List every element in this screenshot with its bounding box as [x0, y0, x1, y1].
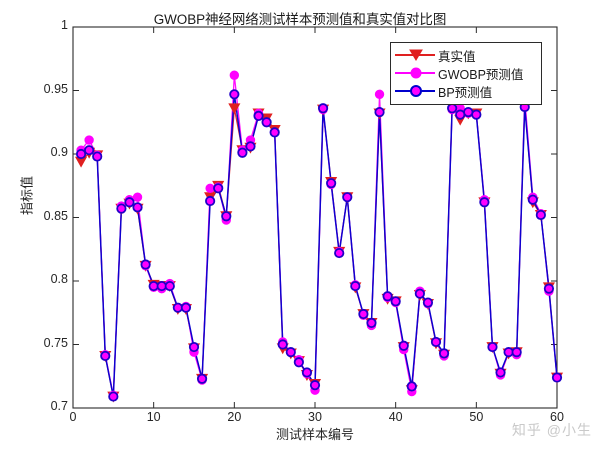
triangle-down-icon [409, 49, 423, 61]
data-point-marker [285, 347, 296, 358]
data-point-marker [188, 341, 200, 353]
x-tick-label: 60 [550, 410, 564, 424]
data-point-marker [390, 296, 401, 307]
data-point-marker [228, 103, 241, 115]
data-point-marker [535, 209, 546, 221]
y-tick-label: 0.7 [50, 399, 68, 413]
legend-item-bp[interactable]: BP预测值 [395, 82, 537, 100]
x-tick-label: 20 [227, 410, 242, 424]
data-point-marker [382, 291, 393, 302]
data-point-marker [237, 147, 248, 158]
data-point-marker [132, 192, 143, 202]
data-point-marker [156, 280, 167, 292]
circle-icon [410, 85, 422, 97]
data-point-marker [84, 135, 94, 145]
series-line-2 [80, 94, 558, 397]
data-point-marker [551, 372, 563, 383]
data-point-marker [366, 317, 377, 329]
data-point-marker [253, 110, 264, 122]
data-point-marker [309, 380, 321, 391]
data-point-marker [229, 89, 240, 100]
data-point-marker [317, 103, 329, 114]
x-tick-label: 0 [69, 410, 77, 424]
page-title: GWOBP神经网络测试样本预测值和真实值对比图 [153, 12, 447, 27]
data-point-marker [205, 183, 215, 193]
data-point-marker [422, 297, 434, 308]
y-tick-label: 0.95 [43, 81, 68, 96]
y-tick-label: 1 [61, 18, 68, 32]
chart-legend[interactable]: 真实值 GWOBP预测值 BP预测值 [390, 42, 542, 105]
legend-item-truth[interactable]: 真实值 [395, 46, 537, 64]
legend-item-gwobp[interactable]: GWOBP预测值 [395, 64, 537, 82]
data-point-marker [84, 145, 95, 156]
data-point-marker [342, 192, 353, 203]
legend-swatch-bp [395, 82, 435, 100]
x-axis-label: 测试样本编号 [275, 427, 354, 442]
data-point-marker [326, 178, 337, 189]
data-point-marker [221, 211, 232, 222]
data-point-marker [124, 197, 135, 208]
data-point-marker [406, 381, 417, 392]
data-point-marker [374, 89, 385, 100]
legend-label-bp: BP预测值 [438, 85, 493, 100]
data-point-marker [196, 373, 208, 384]
data-point-marker [511, 347, 522, 358]
data-point-marker [108, 391, 119, 402]
data-point-marker [334, 247, 345, 259]
data-point-marker [398, 340, 409, 351]
data-point-marker [229, 70, 240, 80]
x-tick-label: 40 [388, 410, 403, 424]
data-point-marker [100, 350, 111, 362]
data-point-marker [277, 339, 288, 350]
data-point-marker [438, 348, 450, 359]
data-point-marker [487, 341, 498, 353]
data-point-marker [293, 357, 304, 368]
circle-icon [410, 67, 422, 79]
data-point-marker [358, 308, 369, 320]
watermark: 知乎 @小生 [511, 422, 592, 438]
x-tick-label: 50 [469, 410, 484, 424]
x-tick-label: 10 [146, 410, 161, 424]
data-point-marker [455, 109, 466, 120]
data-point-marker [301, 367, 313, 378]
data-point-marker [471, 109, 482, 120]
data-point-marker [172, 302, 183, 313]
data-point-marker [205, 195, 216, 207]
data-point-marker [164, 280, 175, 292]
data-point-marker [430, 336, 442, 348]
data-point-marker [414, 288, 425, 299]
y-tick-label: 0.8 [50, 272, 68, 286]
data-point-marker [447, 103, 458, 114]
data-point-marker [213, 183, 224, 194]
data-point-marker [180, 302, 192, 313]
data-point-marker [269, 127, 280, 138]
legend-swatch-gwobp [395, 64, 435, 82]
data-point-marker [543, 283, 555, 294]
y-tick-label: 0.9 [50, 145, 68, 159]
data-point-marker [261, 117, 272, 128]
y-tick-label: 0.75 [43, 335, 68, 350]
y-tick-label: 0.85 [43, 208, 68, 223]
legend-label-gwobp: GWOBP预测值 [438, 67, 524, 82]
data-point-marker [374, 106, 385, 118]
data-point-marker [92, 151, 103, 162]
data-point-marker [75, 148, 87, 160]
legend-swatch-truth [395, 46, 435, 64]
data-point-marker [495, 367, 506, 378]
data-point-marker [503, 347, 514, 358]
data-point-marker [463, 106, 474, 118]
data-point-marker [527, 194, 538, 205]
data-point-marker [245, 141, 256, 152]
data-point-marker [140, 259, 151, 270]
data-point-marker [350, 280, 361, 292]
x-tick-label: 30 [308, 410, 322, 424]
data-point-marker [132, 202, 143, 213]
data-point-marker [479, 197, 490, 208]
data-point-marker [148, 280, 159, 292]
data-point-marker [116, 203, 127, 214]
legend-label-truth: 真实值 [438, 49, 476, 64]
